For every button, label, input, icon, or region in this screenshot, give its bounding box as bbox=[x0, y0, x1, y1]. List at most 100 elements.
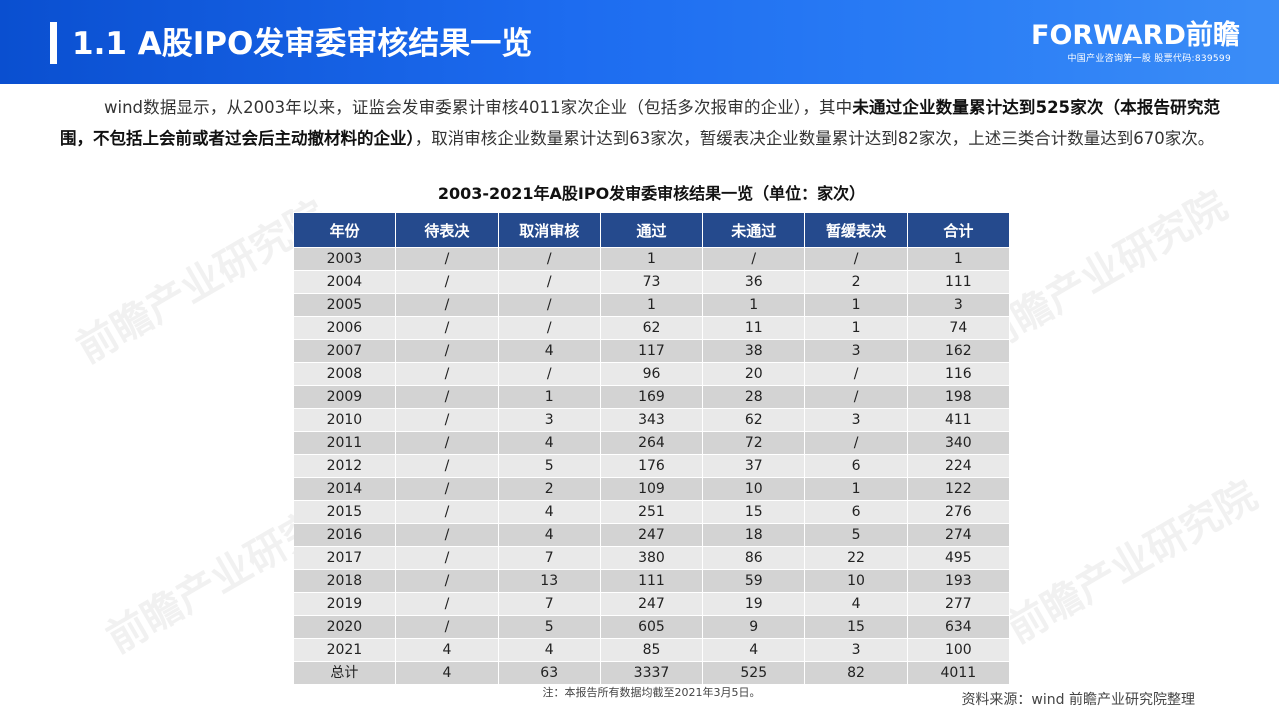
table-row: 2012/5 176 37 6 224 bbox=[293, 454, 1011, 478]
table-cell: 62 bbox=[702, 408, 806, 432]
table-header-row: 年份 待表决 取消审核 通过 未通过 暂缓表决 合计 bbox=[292, 212, 1011, 248]
table-cell: 10 bbox=[702, 477, 806, 501]
table-cell: 4 bbox=[395, 661, 499, 685]
table-cell: 3 bbox=[498, 408, 601, 432]
table-cell: 2 bbox=[498, 477, 601, 501]
table-cell: / bbox=[804, 431, 908, 455]
table-cell: 2007 bbox=[293, 339, 397, 363]
table-cell: / bbox=[395, 431, 499, 455]
table-cell: / bbox=[395, 293, 499, 317]
table-cell: / bbox=[395, 385, 499, 409]
table-cell: 247 bbox=[600, 523, 704, 547]
table-cell: 2004 bbox=[293, 270, 397, 294]
table-row: 2015/4 251 15 6 276 bbox=[293, 500, 1011, 524]
table-cell: / bbox=[395, 523, 499, 547]
table-cell: 605 bbox=[600, 615, 704, 639]
title-accent-bar bbox=[50, 22, 57, 64]
table-cell: / bbox=[498, 316, 601, 340]
table-cell: / bbox=[395, 569, 499, 593]
table-cell: 1 bbox=[600, 293, 704, 317]
table-cell: 22 bbox=[804, 546, 908, 570]
table-cell: 2011 bbox=[293, 431, 397, 455]
table-cell: 11 bbox=[702, 316, 806, 340]
table-cell: / bbox=[395, 615, 499, 639]
table-cell: 109 bbox=[600, 477, 704, 501]
table-row: 2003//1//1 bbox=[293, 247, 1011, 271]
table-cell: 96 bbox=[600, 362, 704, 386]
table-row: 2006//62 11 1 74 bbox=[293, 316, 1011, 340]
table-cell: 2014 bbox=[293, 477, 397, 501]
slide-title: 1.1 A股IPO发审委审核结果一览 bbox=[72, 26, 533, 62]
watermark: 前瞻产业研究院 bbox=[999, 472, 1265, 653]
table-cell: 72 bbox=[702, 431, 806, 455]
table-cell: 7 bbox=[498, 546, 601, 570]
table-cell: 2015 bbox=[293, 500, 397, 524]
table-cell: 2 bbox=[804, 270, 908, 294]
table-cell: 169 bbox=[600, 385, 704, 409]
table-cell: 2012 bbox=[293, 454, 397, 478]
table-cell: 2017 bbox=[293, 546, 397, 570]
table-cell: 9 bbox=[702, 615, 806, 639]
intro-text-part1: wind数据显示，从2003年以来，证监会发审委累计审核4011家次企业（包括多… bbox=[104, 98, 853, 117]
intro-text-part2: ，取消审核企业数量累计达到63家次，暂缓表决企业数量累计达到82家次，上述三类合… bbox=[414, 129, 1215, 148]
table-cell: 111 bbox=[600, 569, 704, 593]
table-cell: 1 bbox=[702, 293, 806, 317]
table-cell: / bbox=[395, 339, 499, 363]
table-cell: 3 bbox=[804, 408, 908, 432]
table-cell: 73 bbox=[600, 270, 704, 294]
table-cell: / bbox=[395, 546, 499, 570]
table-cell: 13 bbox=[498, 569, 601, 593]
table-cell: 37 bbox=[702, 454, 806, 478]
table-cell: 4 bbox=[498, 500, 601, 524]
table-cell: 276 bbox=[907, 500, 1011, 524]
table-cell: 117 bbox=[600, 339, 704, 363]
column-header: 取消审核 bbox=[497, 212, 601, 248]
table-cell: 6 bbox=[804, 500, 908, 524]
table-cell: / bbox=[395, 454, 499, 478]
table-cell: 20 bbox=[702, 362, 806, 386]
brand-block: FORWARD前瞻 中国产业咨询第一股 股票代码:839599 bbox=[1031, 20, 1240, 66]
table-cell: 2010 bbox=[293, 408, 397, 432]
table-cell: 62 bbox=[600, 316, 704, 340]
table-cell: 4 bbox=[498, 431, 601, 455]
table-cell: 251 bbox=[600, 500, 704, 524]
table-cell: 634 bbox=[907, 615, 1011, 639]
table-cell: / bbox=[395, 500, 499, 524]
table-cell: 28 bbox=[702, 385, 806, 409]
table-row: 2004//73 36 2 111 bbox=[293, 270, 1011, 294]
table-cell: 82 bbox=[804, 661, 908, 685]
table-cell: 162 bbox=[907, 339, 1011, 363]
table-row: 2019/7 247 19 4 277 bbox=[293, 592, 1011, 616]
table-cell: 18 bbox=[702, 523, 806, 547]
column-header: 合计 bbox=[906, 212, 1011, 248]
table-cell: 4 bbox=[702, 638, 806, 662]
table-cell: 380 bbox=[600, 546, 704, 570]
table-row: 2010/3 343 62 3 411 bbox=[293, 408, 1011, 432]
table-row: 2005//1 1 1 3 bbox=[293, 293, 1011, 317]
table-row: 2021 4 4 85 4 3 100 bbox=[293, 638, 1011, 662]
table-cell: 7 bbox=[498, 592, 601, 616]
column-header: 年份 bbox=[292, 212, 397, 248]
table-cell: 5 bbox=[804, 523, 908, 547]
table-cell: 4 bbox=[804, 592, 908, 616]
column-header: 暂缓表决 bbox=[804, 212, 908, 248]
table-cell: / bbox=[498, 247, 601, 271]
ipo-review-results-table: 年份 待表决 取消审核 通过 未通过 暂缓表决 合计 2003//1//1 200… bbox=[292, 212, 1011, 685]
table-cell: / bbox=[804, 385, 908, 409]
table-row: 2018/13 111 59 10 193 bbox=[293, 569, 1011, 593]
table-cell: 19 bbox=[702, 592, 806, 616]
column-header: 待表决 bbox=[395, 212, 499, 248]
table-cell: 2019 bbox=[293, 592, 397, 616]
table-row: 2007/4 117 38 3 162 bbox=[293, 339, 1011, 363]
table-cell: / bbox=[804, 247, 908, 271]
table-cell: / bbox=[395, 362, 499, 386]
table-cell: / bbox=[702, 247, 806, 271]
table-cell: 6 bbox=[804, 454, 908, 478]
table-cell: 2005 bbox=[293, 293, 397, 317]
table-body: 2003//1//1 2004//73 36 2 111 2005//1 1 1 3 2006//… bbox=[293, 247, 1011, 685]
table-cell: 15 bbox=[804, 615, 908, 639]
table-cell: / bbox=[804, 362, 908, 386]
table-cell: / bbox=[395, 247, 499, 271]
table-cell: 2020 bbox=[293, 615, 397, 639]
intro-text-bold: 未通过企业数量累计达到525家次（本报告研究范围，不包括上会前或者过会后主动撤材… bbox=[60, 98, 1220, 148]
